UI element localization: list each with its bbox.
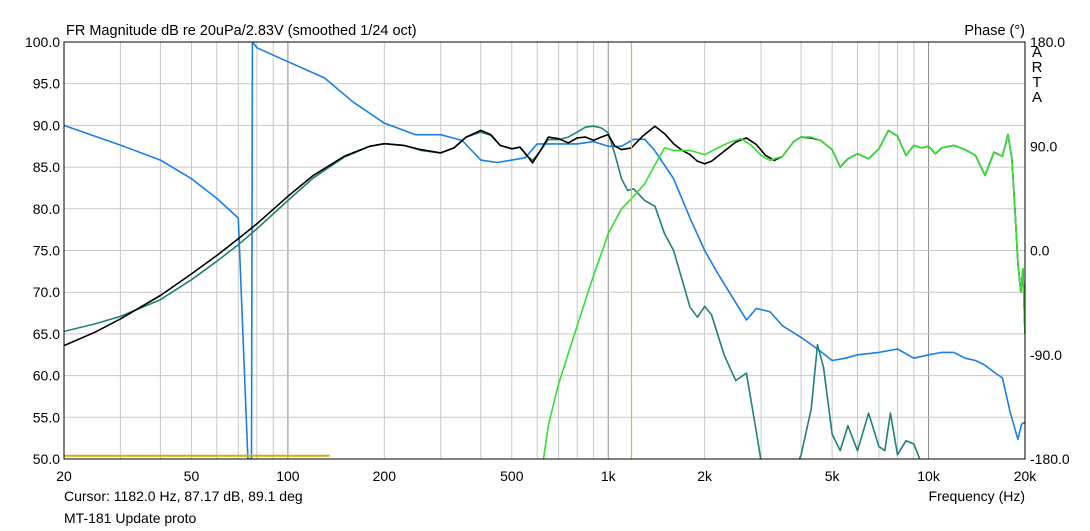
phase-tick-label: -180.0	[1030, 451, 1070, 467]
arta-letter: A	[1032, 44, 1042, 61]
x-tick-label: 10k	[917, 468, 941, 484]
arta-letter: R	[1032, 59, 1043, 76]
phase-tick-label: 0.0	[1030, 243, 1050, 259]
y-tick-label: 100.0	[25, 34, 60, 50]
series-layer	[64, 42, 1025, 459]
plot-frame	[63, 41, 1026, 460]
y-tick-label: 70.0	[33, 284, 60, 300]
y-tick-label: 65.0	[33, 326, 60, 342]
footer-note: MT-181 Update proto	[64, 510, 197, 526]
series-line-phase	[64, 42, 1025, 459]
y-tick-label: 80.0	[33, 201, 60, 217]
grid	[63, 41, 1026, 460]
arta-letter: T	[1032, 74, 1041, 91]
phase-tick-labels: 180.0 90.0 0.0 -90.0 -180.0	[1030, 34, 1070, 467]
x-tick-label: 20	[56, 468, 72, 484]
y-tick-label: 50.0	[33, 451, 60, 467]
series-line-sum	[64, 125, 1025, 347]
x-tick-label: 200	[373, 468, 397, 484]
y-tick-label: 95.0	[33, 76, 60, 92]
x-tick-label: 50	[184, 468, 200, 484]
y-tick-label: 75.0	[33, 243, 60, 259]
arta-letter: A	[1032, 89, 1042, 106]
y-tick-label: 60.0	[33, 368, 60, 384]
x-tick-label: 20k	[1014, 468, 1038, 484]
y-tick-label: 85.0	[33, 159, 60, 175]
phase-tick-label: 90.0	[1030, 138, 1057, 154]
phase-tick-label: -90.0	[1030, 347, 1062, 363]
x-axis-label: Frequency (Hz)	[929, 488, 1025, 504]
x-tick-label: 5k	[825, 468, 841, 484]
x-tick-label: 100	[276, 468, 300, 484]
y-tick-labels: 100.0 95.0 90.0 85.0 80.0 75.0 70.0 65.0 60.0 55.…	[25, 34, 60, 467]
y-tick-label: 55.0	[33, 409, 60, 425]
cursor-readout: Cursor: 1182.0 Hz, 87.17 dB, 89.1 deg	[64, 488, 303, 504]
phase-tick-label: 180.0	[1030, 34, 1065, 50]
x-tick-label: 500	[500, 468, 524, 484]
y-tick-label: 90.0	[33, 117, 60, 133]
phase-axis-title: Phase (°)	[964, 23, 1025, 39]
chart-title: FR Magnitude dB re 20uPa/2.83V (smoothed…	[66, 23, 417, 39]
series-line-woofer	[64, 125, 921, 459]
x-tick-label: 1k	[601, 468, 617, 484]
series-line-tweeter	[542, 129, 1025, 459]
x-tick-labels: 20 50 100 200 500 1k 2k 5k 10k 20k	[56, 468, 1037, 484]
x-tick-label: 2k	[697, 468, 713, 484]
